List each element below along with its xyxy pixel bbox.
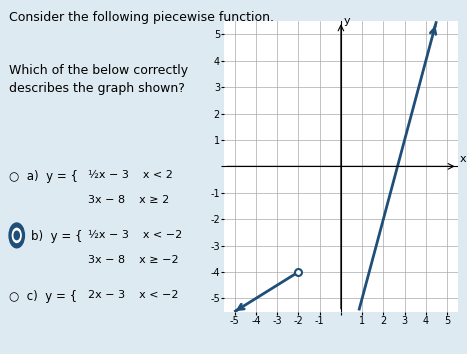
Circle shape [9, 223, 24, 248]
Text: ½x − 3    x < −2: ½x − 3 x < −2 [88, 230, 182, 240]
Circle shape [14, 231, 19, 240]
Text: b)  y = {: b) y = { [31, 230, 83, 243]
Text: ○  c)  y = {: ○ c) y = { [9, 290, 77, 303]
Text: x: x [460, 154, 467, 164]
Text: y: y [344, 16, 351, 26]
Text: 2x − 3    x < −2: 2x − 3 x < −2 [88, 290, 178, 300]
Text: Which of the below correctly
describes the graph shown?: Which of the below correctly describes t… [9, 64, 188, 95]
Text: ½x − 3    x < 2: ½x − 3 x < 2 [88, 170, 173, 180]
Text: Consider the following piecewise function.: Consider the following piecewise functio… [9, 11, 274, 24]
Circle shape [12, 228, 21, 242]
Text: 3x − 8    x ≥ −2: 3x − 8 x ≥ −2 [88, 255, 179, 265]
Text: 3x − 8    x ≥ 2: 3x − 8 x ≥ 2 [88, 195, 170, 205]
Text: ○  a)  y = {: ○ a) y = { [9, 170, 78, 183]
